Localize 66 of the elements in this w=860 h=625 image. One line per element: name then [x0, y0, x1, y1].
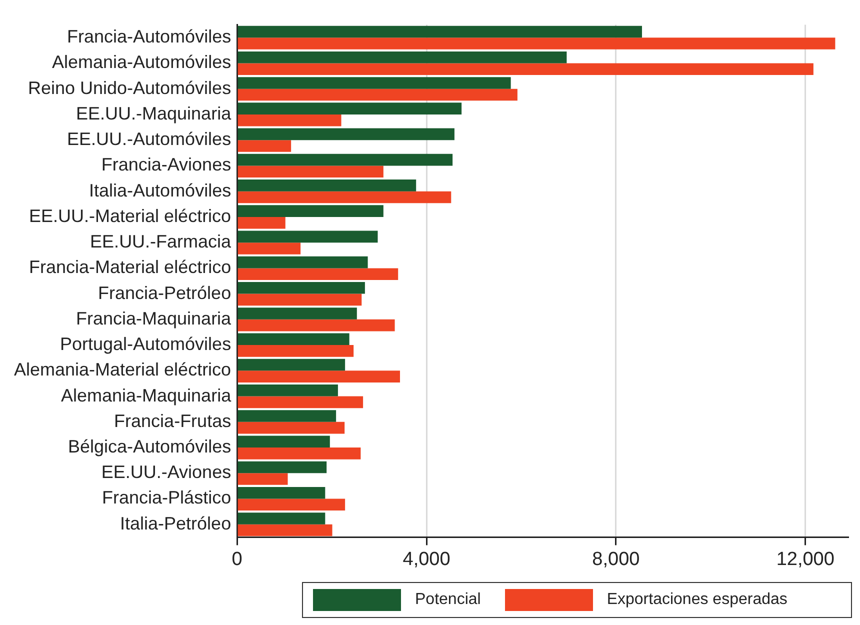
bar [238, 333, 350, 346]
y-tick-label: EE.UU.-Aviones [101, 462, 232, 482]
bar [238, 256, 368, 268]
y-tick-label: Francia-Petróleo [98, 282, 232, 303]
bar [238, 486, 326, 499]
y-tick-label: EE.UU.-Maquinaria [76, 103, 232, 124]
bar [238, 436, 330, 448]
bar [238, 524, 332, 536]
bar [238, 114, 342, 126]
bar [238, 191, 452, 204]
bar [238, 38, 836, 50]
y-tick-label: Alemania-Maquinaria [60, 385, 232, 406]
bar [238, 128, 454, 140]
bar [238, 370, 400, 382]
bar [238, 216, 286, 229]
bar [238, 102, 462, 114]
bar [238, 88, 518, 101]
bar [238, 166, 384, 178]
bar [238, 358, 346, 371]
bar [238, 63, 814, 76]
bar [238, 51, 567, 64]
x-tick-label: 4,000 [402, 548, 450, 570]
bar [238, 205, 384, 217]
y-tick-label: EE.UU.-Automóviles [67, 129, 232, 150]
x-tick-label: 8,000 [592, 548, 640, 570]
bar [238, 410, 336, 422]
y-tick-label: EE.UU.-Material eléctrico [29, 206, 232, 226]
bar [238, 319, 395, 332]
bar [238, 345, 354, 357]
bar [238, 308, 357, 320]
bar [238, 294, 362, 306]
bar [238, 512, 326, 524]
bar [238, 268, 398, 280]
bar [238, 282, 365, 294]
y-tick-label: Portugal-Automóviles [60, 334, 232, 354]
y-tick-label: Francia-Frutas [114, 410, 232, 431]
bar [238, 230, 378, 243]
bar [238, 154, 453, 166]
y-tick-label: Italia-Petróleo [120, 513, 232, 534]
text: Potencial [415, 591, 481, 609]
y-tick-label: Alemania-Material eléctrico [14, 360, 232, 380]
y-tick-label: Alemania-Automóviles [52, 52, 232, 72]
y-tick-label: Francia-Aviones [101, 154, 232, 175]
y-tick-label: Reino Unido-Automóviles [28, 78, 232, 98]
bar [238, 26, 642, 38]
bar [238, 461, 327, 474]
bar [238, 180, 416, 192]
text: Exportaciones esperadas [606, 591, 788, 609]
bar [238, 422, 345, 434]
bar [238, 242, 301, 254]
bar [238, 473, 288, 485]
y-tick-label: Francia-Automóviles [67, 26, 232, 47]
y-tick-label: Francia-Material eléctrico [29, 257, 232, 278]
x-tick-label: 12,000 [776, 548, 834, 570]
y-tick-label: Francia-Plástico [102, 488, 232, 508]
bar [238, 498, 346, 511]
y-tick-label: Bélgica-Automóviles [68, 436, 232, 456]
bar [238, 396, 364, 408]
bar [238, 384, 338, 396]
x-tick-label: 0 [232, 548, 242, 570]
y-tick-label: Italia-Automóviles [89, 180, 232, 200]
bar [238, 448, 361, 460]
y-tick-label: EE.UU.-Farmacia [90, 232, 232, 252]
bar [238, 140, 292, 152]
bar [238, 77, 511, 89]
y-tick-label: Francia-Maquinaria [76, 308, 232, 328]
